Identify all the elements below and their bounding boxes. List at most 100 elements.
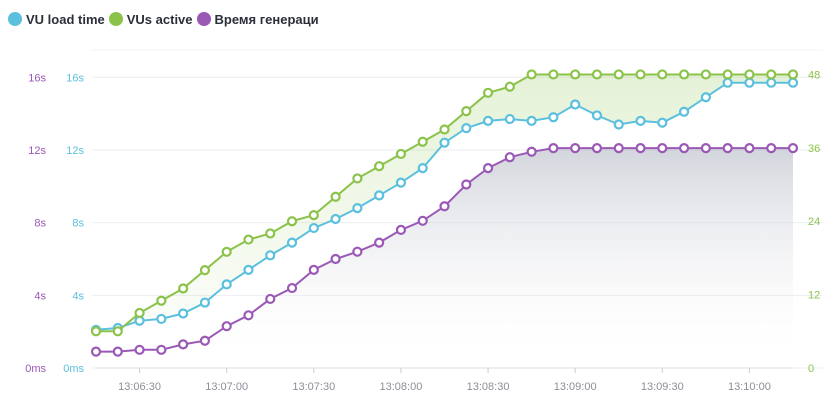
data-point bbox=[374, 190, 385, 201]
data-point bbox=[591, 110, 603, 121]
data-point bbox=[90, 326, 102, 337]
legend: VU load time VUs active Время генераци bbox=[8, 9, 323, 29]
data-point bbox=[243, 310, 254, 321]
data-point bbox=[678, 69, 690, 80]
data-point bbox=[461, 179, 472, 190]
data-point bbox=[787, 143, 799, 154]
y-tick-label-blue: 8s bbox=[72, 218, 84, 230]
data-point bbox=[722, 69, 733, 80]
data-point bbox=[548, 112, 559, 123]
legend-dot-icon bbox=[8, 12, 22, 26]
data-point bbox=[134, 307, 145, 319]
data-point bbox=[722, 143, 733, 154]
data-point bbox=[504, 113, 515, 125]
data-point bbox=[504, 81, 515, 92]
data-point bbox=[482, 87, 494, 98]
data-point bbox=[374, 161, 385, 172]
data-point bbox=[221, 321, 232, 332]
data-point bbox=[678, 143, 690, 154]
y-tick-label-purple: 0ms bbox=[25, 363, 46, 375]
data-point bbox=[330, 191, 341, 202]
y-tick-label-purple: 12s bbox=[28, 145, 46, 157]
data-point bbox=[395, 224, 407, 235]
data-point bbox=[700, 69, 711, 80]
data-point bbox=[221, 246, 232, 257]
data-point bbox=[570, 99, 581, 110]
data-point bbox=[744, 143, 755, 154]
y-tick-label-right: 0 bbox=[808, 363, 814, 375]
data-point bbox=[744, 77, 755, 88]
y-tick-label-purple: 4s bbox=[34, 290, 46, 302]
data-point bbox=[548, 143, 559, 154]
data-point bbox=[308, 210, 319, 221]
legend-label: Время генераци bbox=[214, 11, 319, 27]
data-point bbox=[657, 143, 668, 154]
legend-item-vu-load-time[interactable]: VU load time bbox=[8, 12, 105, 27]
data-point bbox=[243, 234, 254, 245]
y-tick-label-right: 24 bbox=[808, 216, 820, 228]
y-tick-label-blue: 12s bbox=[66, 145, 84, 157]
data-point bbox=[678, 106, 690, 117]
data-point bbox=[199, 335, 211, 346]
x-tick-label: 13:07:30 bbox=[292, 381, 335, 393]
data-point bbox=[482, 163, 494, 174]
data-point bbox=[90, 346, 102, 357]
data-point bbox=[308, 222, 319, 234]
data-point bbox=[439, 201, 450, 212]
data-point bbox=[395, 177, 407, 188]
data-point bbox=[178, 283, 189, 294]
data-point bbox=[526, 69, 537, 80]
data-point bbox=[591, 143, 603, 154]
data-point bbox=[700, 143, 711, 154]
data-point bbox=[112, 326, 123, 337]
data-point bbox=[722, 77, 733, 88]
data-point bbox=[461, 123, 472, 134]
y-tick-label-blue: 16s bbox=[66, 72, 84, 84]
data-point bbox=[635, 115, 646, 126]
area-generation-time bbox=[96, 148, 793, 368]
data-point bbox=[766, 77, 777, 88]
data-point bbox=[744, 69, 755, 80]
legend-item-generation-time[interactable]: Время генераци bbox=[196, 11, 319, 27]
data-point bbox=[657, 117, 668, 128]
data-point bbox=[156, 313, 167, 325]
data-point bbox=[657, 69, 668, 80]
data-point bbox=[352, 202, 363, 214]
x-tick-label: 13:09:30 bbox=[641, 381, 684, 393]
y-tick-label-right: 36 bbox=[808, 143, 820, 155]
data-point bbox=[700, 92, 711, 103]
data-point bbox=[613, 143, 624, 154]
data-point bbox=[395, 148, 407, 160]
data-point bbox=[787, 77, 799, 88]
legend-item-vus-active[interactable]: VUs active bbox=[108, 12, 193, 27]
y-tick-label-blue: 4s bbox=[72, 290, 84, 302]
data-point bbox=[439, 124, 450, 135]
y-tick-label-blue: 0ms bbox=[63, 363, 84, 375]
data-point bbox=[199, 265, 211, 276]
data-point bbox=[286, 216, 298, 227]
data-point bbox=[243, 264, 254, 275]
data-point bbox=[374, 237, 385, 248]
data-point bbox=[330, 213, 341, 225]
data-point bbox=[286, 237, 298, 248]
data-point bbox=[461, 106, 472, 117]
y-tick-label-right: 48 bbox=[808, 69, 820, 81]
data-point bbox=[526, 146, 537, 157]
data-point bbox=[417, 215, 428, 226]
data-point bbox=[570, 69, 581, 80]
data-point bbox=[766, 69, 777, 80]
data-point bbox=[439, 137, 450, 148]
data-point bbox=[417, 163, 428, 174]
data-point bbox=[548, 69, 559, 80]
data-point bbox=[613, 69, 624, 80]
data-point bbox=[265, 228, 276, 239]
data-point bbox=[352, 173, 363, 184]
data-point bbox=[766, 143, 777, 154]
data-point bbox=[178, 339, 189, 350]
data-point bbox=[570, 143, 581, 154]
x-tick-label: 13:07:00 bbox=[205, 381, 248, 393]
data-point bbox=[286, 282, 298, 294]
data-point bbox=[178, 308, 189, 319]
data-point bbox=[591, 69, 603, 80]
